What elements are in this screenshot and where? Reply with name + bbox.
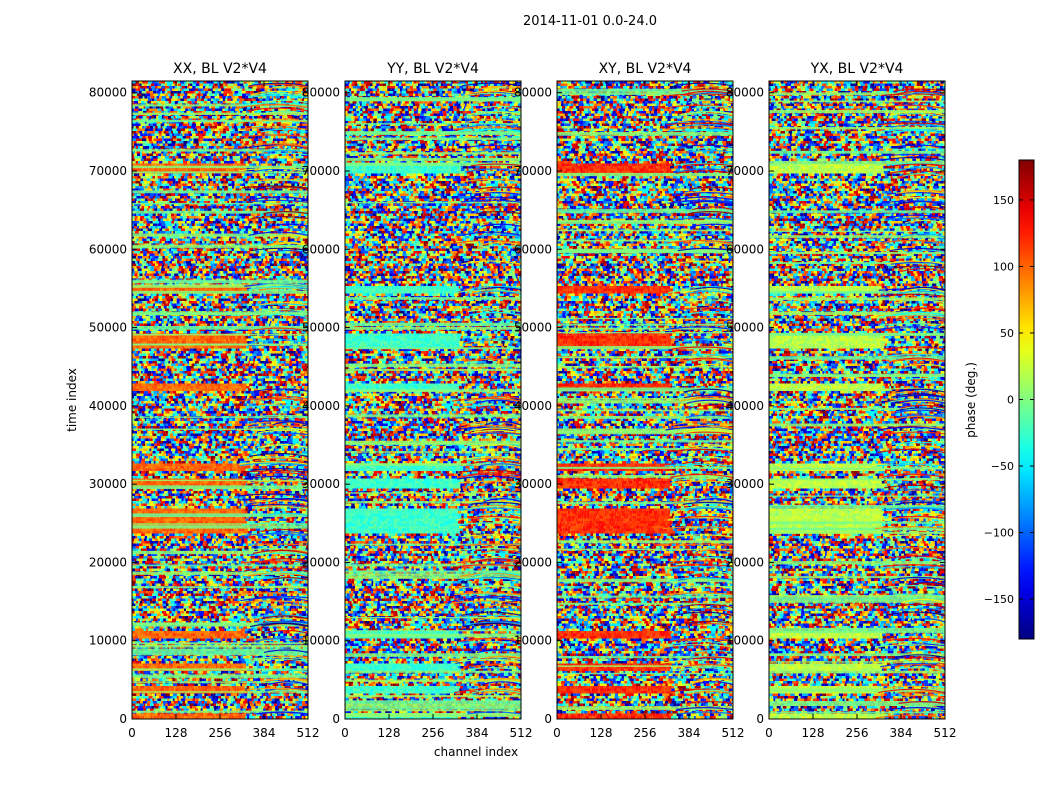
x-tick-label: 128 — [590, 726, 613, 740]
x-tick-label: 512 — [510, 726, 533, 740]
y-tick-label: 40000 — [302, 399, 340, 413]
y-tick-label: 20000 — [89, 555, 127, 569]
y-tick-label: 50000 — [89, 321, 127, 335]
y-tick-label: 10000 — [726, 634, 764, 648]
y-tick-label: 20000 — [726, 555, 764, 569]
x-axis-label: channel index — [434, 745, 518, 759]
colorbar-tick-label: −50 — [991, 460, 1014, 473]
y-tick-label: 70000 — [302, 164, 340, 178]
y-tick-label: 70000 — [89, 164, 127, 178]
x-tick-label: 256 — [846, 726, 869, 740]
x-tick-label: 384 — [890, 726, 913, 740]
x-tick-label: 0 — [765, 726, 773, 740]
y-tick-label: 60000 — [89, 242, 127, 256]
y-tick-label: 30000 — [302, 477, 340, 491]
y-tick-label: 80000 — [514, 86, 552, 100]
colorbar-tick-label: 50 — [1000, 327, 1014, 340]
y-tick-label: 0 — [544, 712, 552, 726]
y-tick-label: 70000 — [514, 164, 552, 178]
x-tick-label: 512 — [722, 726, 745, 740]
heatmap-panel-1 — [132, 80, 312, 722]
colorbar-tick-label: 100 — [993, 260, 1014, 273]
x-tick-label: 128 — [165, 726, 188, 740]
y-tick-label: 60000 — [726, 242, 764, 256]
panel-title-3: XY, BL V2*V4 — [599, 61, 692, 77]
y-tick-label: 60000 — [514, 242, 552, 256]
figure-suptitle: 2014-11-01 0.0-24.0 — [0, 14, 1050, 29]
x-tick-label: 0 — [553, 726, 561, 740]
y-tick-label: 70000 — [726, 164, 764, 178]
y-tick-label: 10000 — [514, 634, 552, 648]
x-tick-label: 0 — [341, 726, 349, 740]
y-tick-label: 30000 — [514, 477, 552, 491]
y-tick-label: 20000 — [514, 555, 552, 569]
colorbar-label: phase (deg.) — [964, 362, 978, 438]
y-tick-label: 0 — [756, 712, 764, 726]
x-tick-label: 256 — [422, 726, 445, 740]
colorbar-tick-label: 150 — [993, 194, 1014, 207]
x-tick-label: 384 — [253, 726, 276, 740]
y-tick-label: 50000 — [514, 321, 552, 335]
x-tick-label: 384 — [466, 726, 489, 740]
y-tick-label: 50000 — [726, 321, 764, 335]
x-tick-label: 128 — [802, 726, 825, 740]
x-tick-label: 256 — [209, 726, 232, 740]
heatmap-panel-3 — [557, 78, 737, 721]
y-tick-label: 30000 — [726, 477, 764, 491]
heatmap-panel-4 — [769, 78, 949, 721]
colorbar-tick-label: 0 — [1007, 394, 1014, 407]
y-tick-label: 10000 — [89, 634, 127, 648]
y-tick-label: 0 — [119, 712, 127, 726]
y-tick-label: 40000 — [514, 399, 552, 413]
y-tick-label: 10000 — [302, 634, 340, 648]
y-tick-label: 20000 — [302, 555, 340, 569]
y-tick-label: 30000 — [89, 477, 127, 491]
y-axis-label: time index — [65, 368, 79, 432]
panel-title-2: YY, BL V2*V4 — [386, 61, 479, 77]
x-tick-label: 512 — [934, 726, 957, 740]
y-tick-label: 60000 — [302, 242, 340, 256]
colorbar-tick-label: −150 — [984, 593, 1014, 606]
heatmap-panel-2 — [345, 78, 525, 721]
x-tick-label: 0 — [128, 726, 136, 740]
panel-title-4: YX, BL V2*V4 — [810, 61, 904, 77]
x-tick-label: 256 — [634, 726, 657, 740]
y-tick-label: 0 — [332, 712, 340, 726]
y-tick-label: 40000 — [726, 399, 764, 413]
y-tick-label: 50000 — [302, 321, 340, 335]
y-tick-label: 80000 — [302, 86, 340, 100]
x-tick-label: 128 — [378, 726, 401, 740]
x-tick-label: 384 — [678, 726, 701, 740]
colorbar-tick-label: −100 — [984, 527, 1014, 540]
y-tick-label: 40000 — [89, 399, 127, 413]
y-tick-label: 80000 — [726, 86, 764, 100]
x-tick-label: 512 — [297, 726, 320, 740]
y-tick-label: 80000 — [89, 86, 127, 100]
panel-title-1: XX, BL V2*V4 — [173, 61, 267, 77]
